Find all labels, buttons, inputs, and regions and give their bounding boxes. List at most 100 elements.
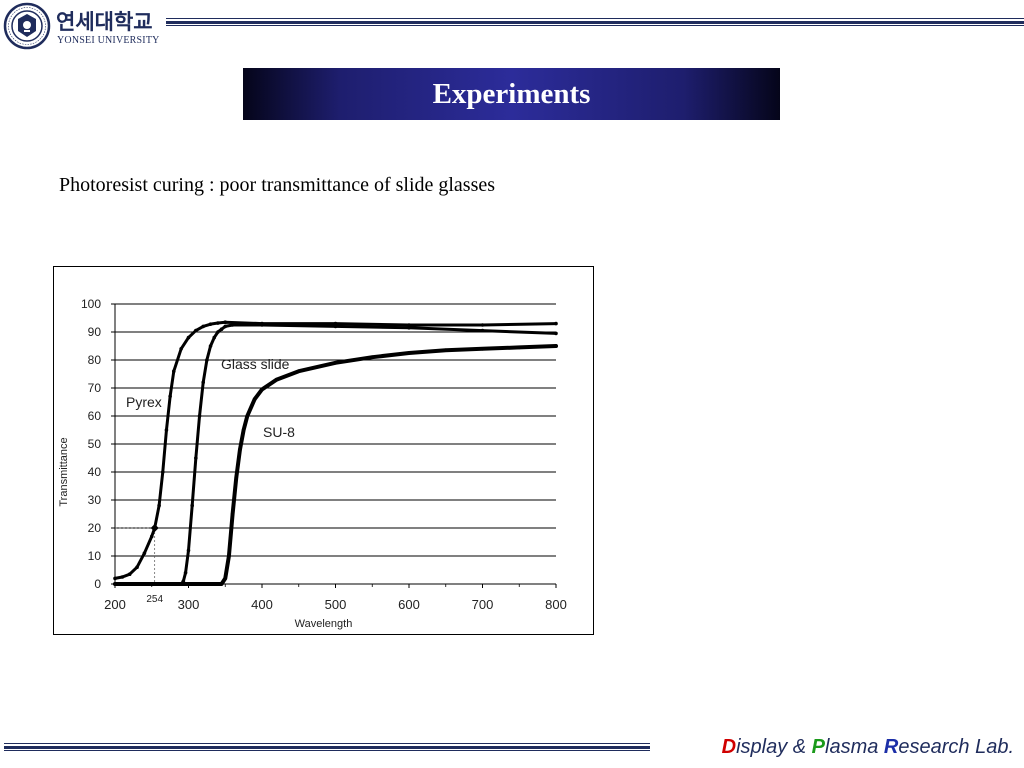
series-line-pyrex — [113, 320, 558, 580]
data-point — [219, 327, 224, 331]
data-point — [223, 576, 228, 581]
data-point — [554, 321, 558, 326]
lab-name-letter-r: R — [883, 736, 899, 758]
chart-canvas: 0 10 20 30 40 50 60 70 80 90 100 200 300 400 500 600 700… — [58, 297, 567, 630]
y-tick-label: 20 — [88, 521, 102, 535]
data-point — [480, 323, 485, 327]
data-point — [172, 369, 176, 373]
data-point — [179, 347, 183, 351]
data-point — [208, 322, 213, 326]
data-point — [201, 380, 205, 385]
data-point — [223, 324, 228, 329]
data-point — [260, 323, 264, 327]
data-point — [443, 348, 448, 352]
data-point — [554, 344, 558, 348]
data-point — [227, 554, 231, 558]
series-label: Glass slide — [221, 356, 290, 372]
y-tick-label: 70 — [88, 381, 102, 395]
data-point — [230, 323, 235, 327]
y-axis-title: Transmittance — [58, 437, 70, 506]
x-tick-label: 700 — [472, 597, 494, 612]
x-tick-label: 600 — [398, 597, 420, 612]
series-label: Pyrex — [126, 394, 162, 410]
chart-axes: 0 10 20 30 40 50 60 70 80 90 100 200 300 400 500 600 700… — [81, 297, 567, 612]
annotation-marker — [150, 524, 159, 532]
y-tick-label: 0 — [94, 577, 101, 591]
data-point — [230, 512, 235, 516]
lab-name-part-1: isplay & — [736, 736, 812, 758]
data-point — [238, 447, 242, 452]
x-axis-title: Wavelength — [295, 618, 353, 630]
data-point — [407, 326, 411, 330]
series-label: SU-8 — [263, 424, 295, 440]
data-point — [142, 551, 147, 555]
data-point — [208, 344, 213, 348]
y-tick-label: 30 — [88, 493, 102, 507]
data-point — [216, 330, 220, 334]
data-point — [186, 335, 191, 340]
header-divider — [166, 18, 1024, 26]
data-point — [260, 387, 264, 392]
data-point — [164, 428, 169, 432]
data-point — [407, 351, 411, 355]
lab-name-letter-p: P — [811, 736, 825, 758]
university-seal-logo — [3, 2, 51, 50]
data-point — [274, 377, 279, 382]
data-point — [135, 565, 139, 569]
chart-grid — [115, 303, 556, 557]
x-tick-label: 400 — [251, 597, 273, 612]
data-point — [407, 323, 411, 327]
data-point — [234, 475, 239, 480]
lab-name-letter-d: D — [721, 736, 737, 758]
data-point — [168, 394, 172, 399]
data-point — [223, 320, 228, 324]
data-point — [370, 355, 375, 359]
data-point — [157, 503, 161, 508]
lab-name-part-3: esearch Lab. — [898, 736, 1014, 758]
y-tick-label: 60 — [88, 409, 102, 423]
data-point — [480, 347, 485, 351]
data-point — [194, 328, 198, 333]
data-point — [201, 324, 205, 329]
data-point — [216, 321, 220, 325]
y-tick-label: 10 — [88, 549, 102, 563]
x-tick-label: 500 — [325, 597, 347, 612]
title-banner: Experiments — [243, 68, 780, 120]
y-tick-label: 50 — [88, 437, 102, 451]
slide-subtitle: Photoresist curing : poor transmittance … — [59, 174, 496, 196]
data-point — [554, 331, 558, 336]
y-tick-label: 90 — [88, 325, 102, 339]
data-point — [212, 335, 217, 340]
data-point — [120, 575, 125, 579]
annotation-label: 254 — [146, 594, 163, 605]
data-point — [205, 358, 209, 362]
data-point — [127, 572, 132, 576]
lab-name: Display & Plasma Research Lab. — [722, 736, 1014, 759]
data-point — [194, 456, 198, 460]
data-point — [333, 321, 338, 326]
slide-title: Experiments — [432, 77, 591, 110]
y-tick-label: 100 — [81, 297, 101, 311]
data-point — [149, 534, 154, 539]
data-point — [186, 548, 191, 553]
transmittance-chart: 0 10 20 30 40 50 60 70 80 90 100 200 300 400 500 600 700… — [53, 266, 594, 635]
data-point — [517, 345, 522, 350]
x-tick-label: 800 — [545, 597, 567, 612]
data-point — [219, 582, 224, 586]
series-line-su-8 — [113, 344, 558, 586]
data-point — [183, 571, 188, 575]
data-point — [113, 582, 117, 586]
data-point — [296, 369, 301, 373]
x-tick-label: 200 — [104, 597, 126, 612]
chart-series — [113, 320, 558, 586]
data-point — [252, 397, 257, 401]
data-point — [480, 328, 485, 333]
logo-english-name: YONSEI UNIVERSITY — [57, 35, 160, 46]
logo-korean-name: 연세대학교 — [56, 10, 153, 34]
y-tick-label: 80 — [88, 353, 102, 367]
data-point — [333, 324, 338, 329]
y-tick-label: 40 — [88, 465, 102, 479]
data-point — [241, 428, 246, 432]
data-point — [160, 470, 165, 474]
data-point — [333, 361, 338, 365]
